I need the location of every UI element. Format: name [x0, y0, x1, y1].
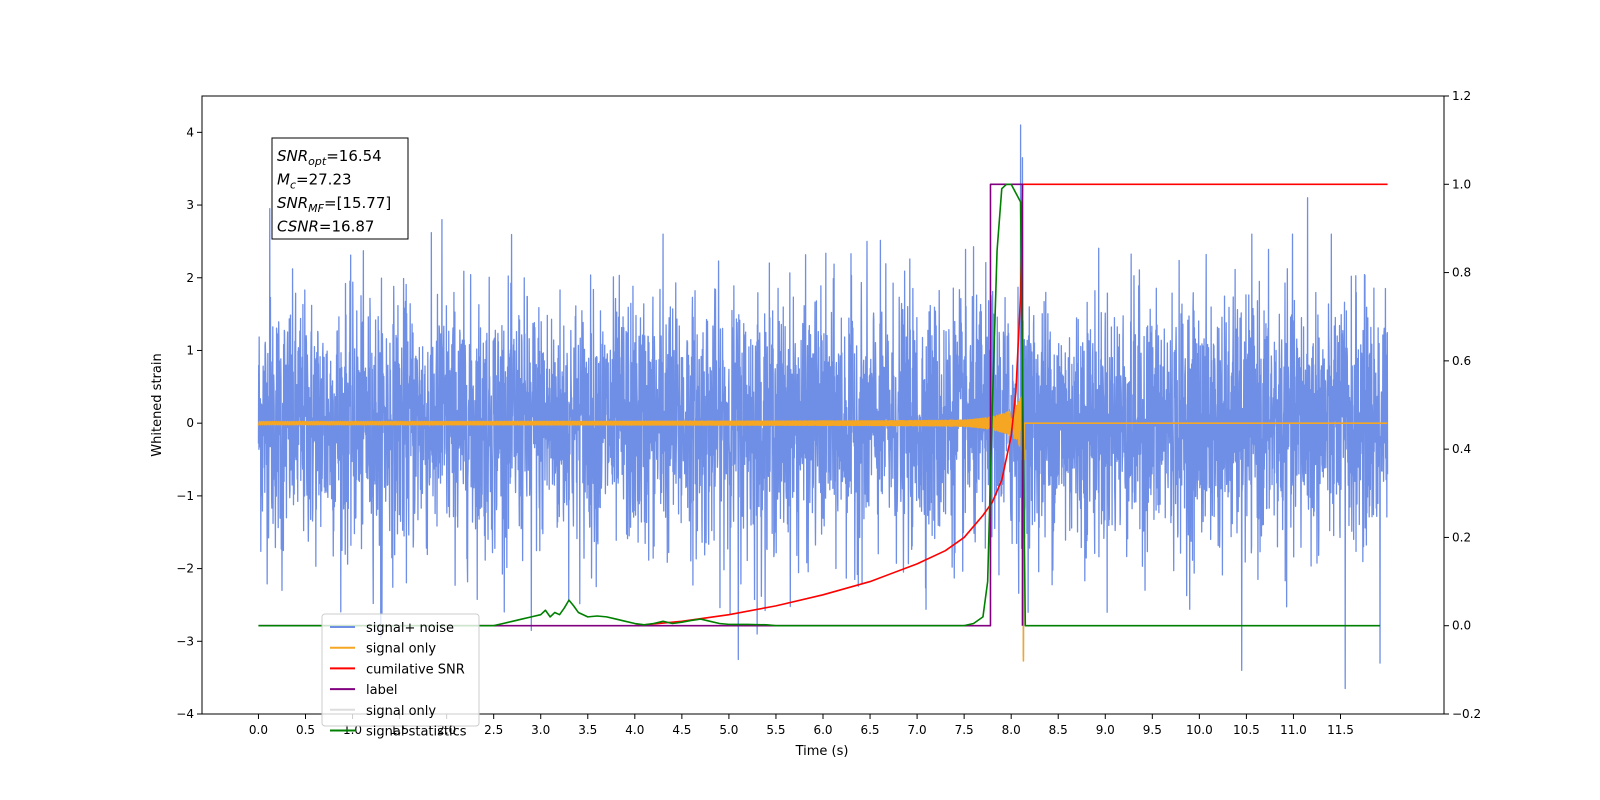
y-left-tick-label: −2: [176, 562, 194, 576]
y-left-tick-label: −4: [176, 707, 194, 721]
legend-frame: [321, 613, 480, 727]
y-right-tick-label: 0.2: [1452, 530, 1471, 544]
y-right-tick-label: 0.4: [1452, 442, 1471, 456]
series-line-signal-only: [257, 396, 1389, 662]
x-tick-label: 4.0: [625, 723, 644, 737]
x-tick-label: 9.5: [1143, 723, 1162, 737]
x-tick-label: 10.5: [1233, 723, 1260, 737]
x-tick-label: 5.5: [766, 723, 785, 737]
x-tick-label: 7.0: [908, 723, 927, 737]
x-tick-label: 10.0: [1186, 723, 1213, 737]
y-axis-label: Whitened strain: [150, 353, 165, 456]
x-tick-label: 3.0: [531, 723, 550, 737]
x-tick-label: 3.5: [578, 723, 597, 737]
y-left-tick-label: 0: [186, 416, 194, 430]
x-tick-label: 0.5: [296, 723, 315, 737]
x-tick-label: 9.0: [1096, 723, 1115, 737]
y-right-tick-label: −0.2: [1452, 707, 1481, 721]
legend: signal+ noise signal only cumilative SNR la…: [321, 613, 480, 740]
legend-entry: label: [366, 683, 397, 698]
y-left-tick-label: 2: [186, 271, 194, 285]
y-left-tick-label: 3: [186, 198, 194, 212]
y-left-tick-label: −3: [176, 634, 194, 648]
y-left-tick-label: 1: [186, 343, 194, 357]
annotation-frame: [271, 137, 409, 240]
y-right-tick-label: 1.2: [1452, 89, 1471, 103]
y-left-tick-label: −1: [176, 489, 194, 503]
y-left-tick-label: 4: [186, 125, 194, 139]
annotation-line: CSNR=16.87: [277, 218, 374, 236]
y-right-tick-label: 0.6: [1452, 354, 1471, 368]
y-right-tick-label: 0.0: [1452, 619, 1471, 633]
x-tick-label: 5.0: [719, 723, 738, 737]
annotation-line: Mc=27.23: [277, 171, 352, 192]
x-tick-label: 7.5: [955, 723, 974, 737]
x-tick-label: 11.0: [1280, 723, 1307, 737]
x-tick-label: 4.5: [672, 723, 691, 737]
y-right-tick-label: 0.8: [1452, 266, 1471, 280]
legend-entry: signal only: [366, 704, 436, 719]
legend-entry: cumilative SNR: [366, 662, 465, 677]
x-tick-label: 11.5: [1327, 723, 1354, 737]
annotation-line: SNRopt=16.54: [277, 147, 382, 168]
legend-entry: signal only: [366, 642, 436, 657]
legend-entry: signal+ noise: [366, 621, 454, 636]
x-tick-label: 8.0: [1002, 723, 1021, 737]
y-axis-right: −0.2 0.0 0.2 0.4 0.6 0.8 1.0 1.2: [1444, 89, 1481, 721]
series-layer: [257, 124, 1389, 690]
x-tick-label: 6.0: [813, 723, 832, 737]
series-line-signal-noise: [257, 124, 1389, 690]
x-axis-label: Time (s): [795, 744, 849, 759]
x-tick-label: 6.5: [860, 723, 879, 737]
y-right-tick-label: 1.0: [1452, 177, 1471, 191]
legend-entry: signal statistics: [366, 725, 467, 740]
x-tick-label: 8.5: [1049, 723, 1068, 737]
x-tick-label: 0.0: [249, 723, 268, 737]
annotation-line: SNRMF=[15.77]: [277, 194, 391, 215]
series-line-signal-statistics: [258, 183, 1381, 627]
y-axis-left: −4 −3 −2 −1 0 1 2 3 4: [176, 125, 202, 721]
x-tick-label: 2.5: [484, 723, 503, 737]
